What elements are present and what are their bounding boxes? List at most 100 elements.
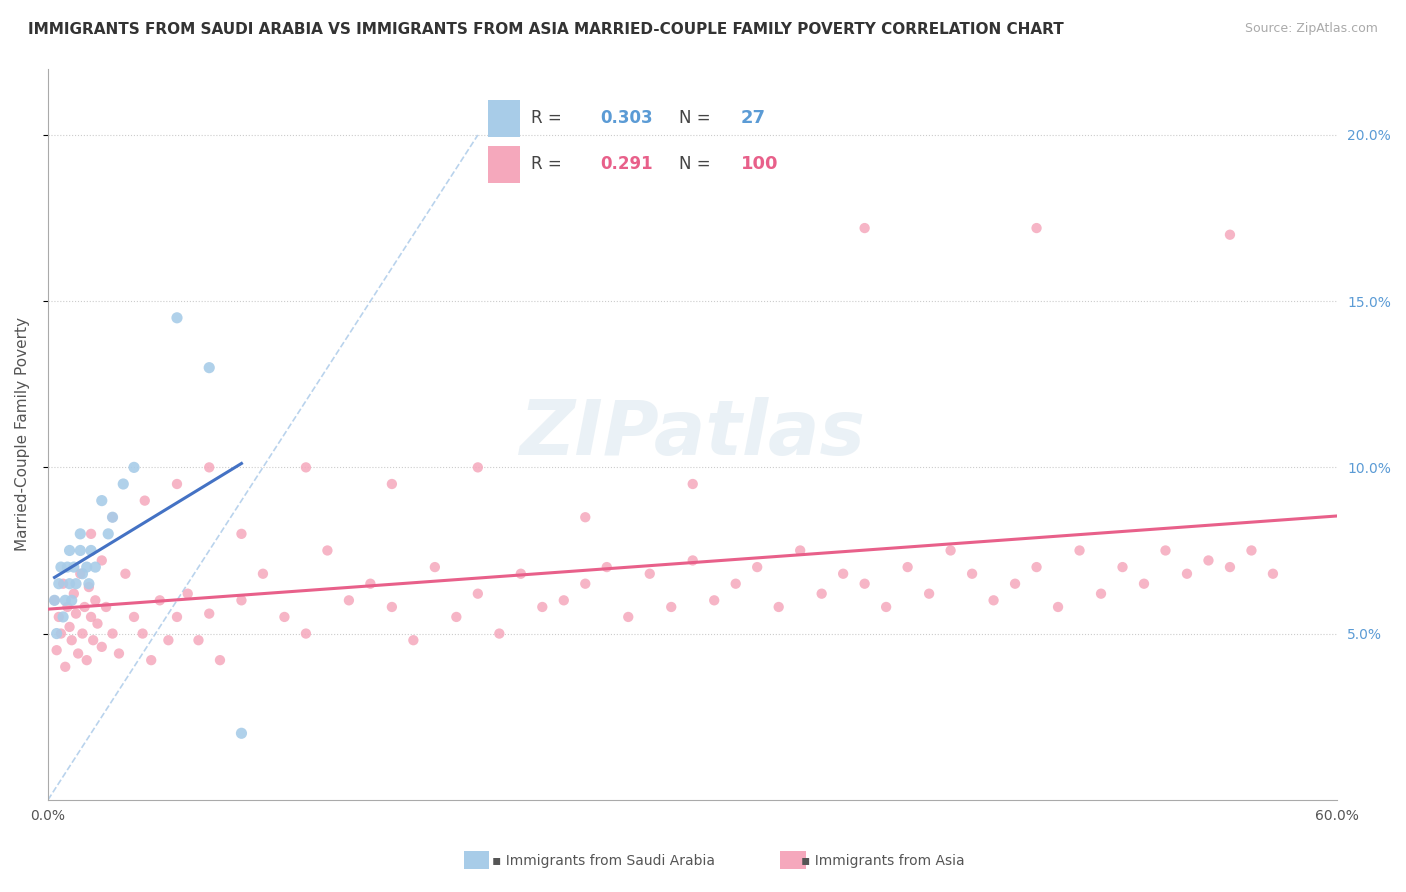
Point: [60, 593, 83, 607]
Point: [108, 647, 131, 661]
Point: [574, 510, 596, 524]
Point: [939, 543, 962, 558]
Text: IMMIGRANTS FROM SAUDI ARABIA VS IMMIGRANTS FROM ASIA MARRIED-COUPLE FAMILY POVER: IMMIGRANTS FROM SAUDI ARABIA VS IMMIGRAN…: [28, 22, 1064, 37]
Point: [1025, 221, 1047, 235]
Point: [638, 566, 661, 581]
Point: [77, 576, 100, 591]
Point: [77, 580, 100, 594]
Point: [44, 593, 66, 607]
Point: [84, 560, 107, 574]
Point: [58, 576, 80, 591]
Point: [359, 576, 381, 591]
Text: ▪ Immigrants from Saudi Arabia: ▪ Immigrants from Saudi Arabia: [492, 854, 716, 868]
Point: [65, 576, 87, 591]
Point: [789, 543, 811, 558]
Point: [166, 610, 188, 624]
Point: [114, 566, 136, 581]
Point: [832, 566, 855, 581]
Point: [56, 560, 79, 574]
Point: [80, 526, 103, 541]
Point: [69, 543, 91, 558]
Point: [1219, 227, 1241, 242]
Point: [45, 643, 67, 657]
Point: [1069, 543, 1091, 558]
Point: [381, 599, 404, 614]
Point: [122, 610, 145, 624]
Point: [58, 620, 80, 634]
Point: [423, 560, 446, 574]
Point: [177, 587, 200, 601]
Point: [983, 593, 1005, 607]
Point: [1004, 576, 1026, 591]
Point: [48, 576, 70, 591]
Point: [60, 633, 83, 648]
Point: [52, 576, 75, 591]
Point: [1198, 553, 1220, 567]
Point: [1175, 566, 1198, 581]
Point: [82, 633, 104, 648]
Point: [768, 599, 790, 614]
Point: [53, 593, 76, 607]
Point: [122, 460, 145, 475]
Point: [509, 566, 531, 581]
Point: [467, 587, 489, 601]
Point: [596, 560, 619, 574]
Point: [467, 460, 489, 475]
Point: [86, 616, 108, 631]
Point: [1261, 566, 1284, 581]
Point: [531, 599, 554, 614]
Point: [45, 626, 67, 640]
Point: [73, 599, 96, 614]
Point: [659, 599, 682, 614]
Point: [72, 626, 94, 640]
Point: [337, 593, 360, 607]
Point: [960, 566, 983, 581]
Point: [48, 610, 70, 624]
Point: [488, 626, 510, 640]
Point: [574, 576, 596, 591]
Point: [252, 566, 274, 581]
Point: [53, 660, 76, 674]
Point: [918, 587, 941, 601]
Point: [72, 566, 94, 581]
Point: [157, 633, 180, 648]
Point: [141, 653, 163, 667]
Point: [231, 593, 253, 607]
Point: [187, 633, 209, 648]
Point: [231, 526, 253, 541]
Point: [553, 593, 575, 607]
Point: [1154, 543, 1177, 558]
Point: [724, 576, 747, 591]
Point: [703, 593, 725, 607]
Point: [853, 221, 876, 235]
Point: [166, 310, 188, 325]
Point: [80, 610, 103, 624]
Point: [682, 477, 704, 491]
Point: [1219, 560, 1241, 574]
Text: ▪ Immigrants from Asia: ▪ Immigrants from Asia: [801, 854, 965, 868]
Point: [198, 460, 221, 475]
Point: [67, 647, 90, 661]
Point: [112, 477, 135, 491]
Point: [295, 460, 318, 475]
Point: [90, 553, 112, 567]
Point: [69, 566, 91, 581]
Point: [63, 560, 86, 574]
Point: [52, 610, 75, 624]
Point: [875, 599, 897, 614]
Point: [446, 610, 468, 624]
Point: [402, 633, 425, 648]
Point: [97, 526, 120, 541]
Point: [101, 510, 124, 524]
Point: [316, 543, 339, 558]
Point: [381, 477, 404, 491]
Point: [1090, 587, 1112, 601]
Point: [76, 653, 98, 667]
Point: [198, 360, 221, 375]
Point: [131, 626, 153, 640]
Point: [617, 610, 640, 624]
Point: [58, 543, 80, 558]
Point: [63, 587, 86, 601]
Point: [134, 493, 156, 508]
Point: [65, 607, 87, 621]
